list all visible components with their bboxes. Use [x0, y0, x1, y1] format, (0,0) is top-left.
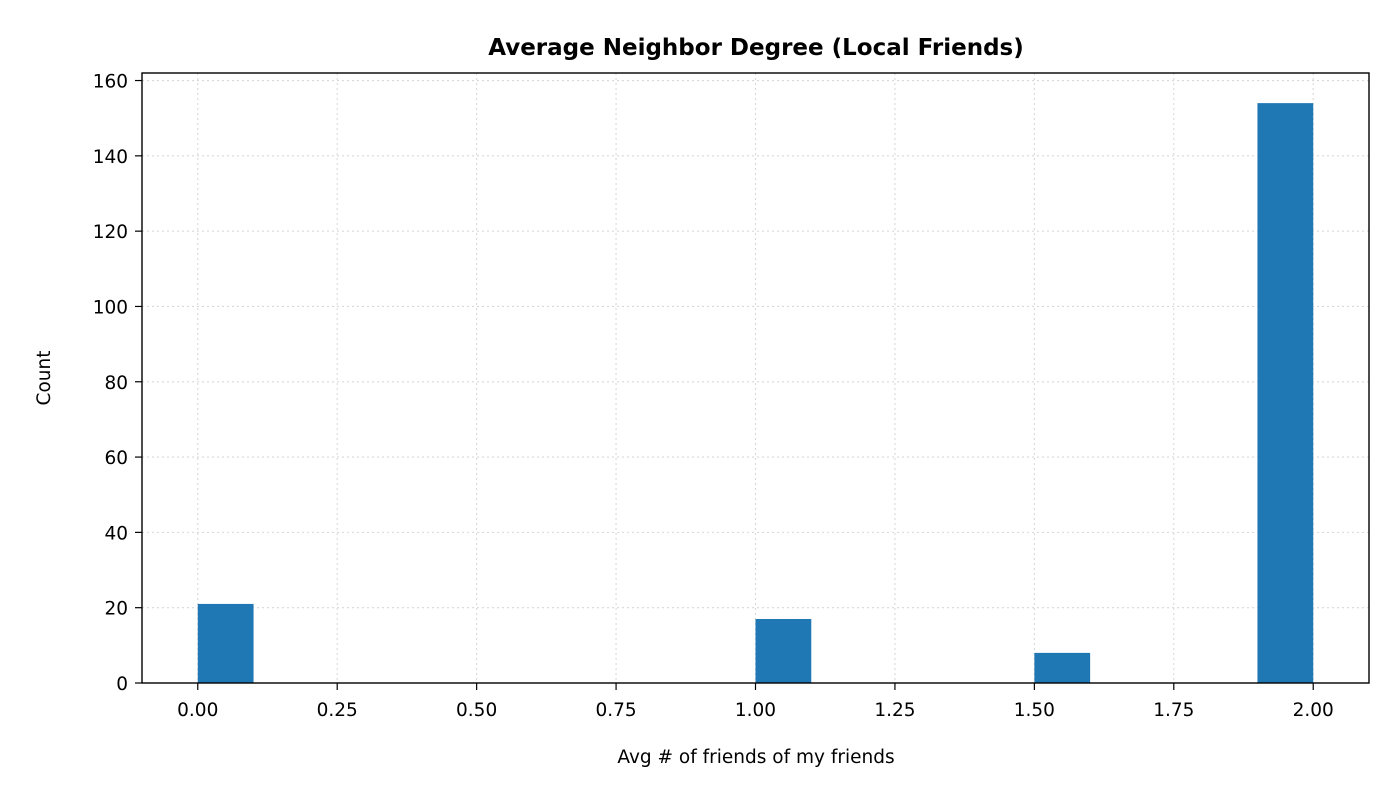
x-axis-label: Avg # of friends of my friends	[617, 747, 894, 768]
y-tick-label: 160	[93, 72, 128, 93]
y-tick-label: 40	[104, 523, 128, 544]
y-tick-label: 80	[104, 373, 128, 394]
histogram-bar	[1257, 103, 1314, 683]
y-tick-label: 0	[116, 674, 128, 695]
grid-layer	[142, 73, 1369, 684]
y-tick-label: 120	[93, 222, 128, 243]
x-tick-label: 1.25	[874, 700, 915, 721]
histogram-bar	[755, 618, 812, 683]
y-tick-label: 100	[93, 297, 128, 318]
x-tick-label: 1.00	[735, 700, 776, 721]
histogram-bar	[197, 603, 254, 683]
x-axis-ticks: 0.00 0.25 0.50 0.75 1.00 1.25 1.50 1.75 2.00	[177, 683, 1334, 721]
y-tick-label: 20	[104, 599, 128, 620]
y-tick-label: 60	[104, 448, 128, 469]
x-tick-label: 0.50	[456, 700, 497, 721]
histogram-bar	[1034, 652, 1091, 683]
x-tick-label: 0.75	[595, 700, 636, 721]
chart-title: Average Neighbor Degree (Local Friends)	[488, 35, 1024, 61]
bars-layer	[197, 103, 1314, 683]
y-axis-ticks: 0 20 40 60 80 100 120 140 160	[93, 72, 142, 695]
y-axis-label: Count	[34, 351, 55, 406]
x-tick-label: 1.75	[1153, 700, 1194, 721]
x-tick-label: 1.50	[1014, 700, 1055, 721]
x-tick-label: 0.00	[177, 700, 218, 721]
x-tick-label: 2.00	[1293, 700, 1334, 721]
y-tick-label: 140	[93, 147, 128, 168]
x-tick-label: 0.25	[317, 700, 358, 721]
